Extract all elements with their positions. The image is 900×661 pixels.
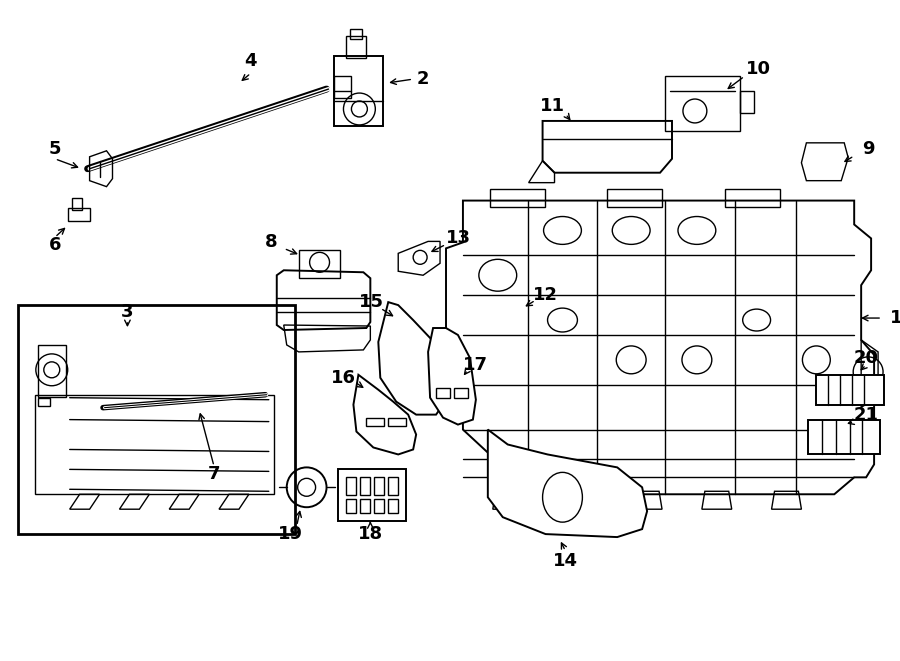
Bar <box>338 469 406 521</box>
Bar <box>374 499 384 513</box>
Text: 16: 16 <box>331 369 356 387</box>
Bar <box>350 29 363 39</box>
Bar <box>334 56 383 126</box>
Text: 17: 17 <box>464 356 489 374</box>
Text: 13: 13 <box>446 229 471 247</box>
Bar <box>816 375 884 405</box>
Text: 15: 15 <box>359 293 383 311</box>
Bar <box>38 345 66 397</box>
Bar <box>360 499 370 513</box>
Text: 1: 1 <box>890 309 900 327</box>
Bar <box>366 418 384 426</box>
Bar <box>360 477 370 495</box>
Bar <box>334 76 351 98</box>
Bar <box>388 477 398 495</box>
Bar <box>665 76 740 131</box>
Text: 20: 20 <box>853 349 878 367</box>
Bar <box>490 188 544 206</box>
Text: 19: 19 <box>278 525 303 543</box>
Bar <box>608 188 662 206</box>
Bar <box>724 188 779 206</box>
Bar <box>18 305 294 534</box>
Bar <box>346 477 356 495</box>
Polygon shape <box>428 328 476 424</box>
Polygon shape <box>354 375 416 455</box>
Bar <box>808 420 880 455</box>
Bar <box>346 499 356 513</box>
Polygon shape <box>446 200 874 494</box>
Bar <box>38 398 50 406</box>
Text: 4: 4 <box>245 52 257 70</box>
Text: 7: 7 <box>208 465 220 483</box>
Text: 21: 21 <box>853 406 878 424</box>
Bar <box>388 418 406 426</box>
Text: 5: 5 <box>49 140 61 158</box>
Text: 2: 2 <box>417 70 429 88</box>
Text: 12: 12 <box>533 286 558 304</box>
Bar <box>72 198 82 210</box>
Polygon shape <box>378 302 443 414</box>
Bar <box>454 388 468 398</box>
Text: 11: 11 <box>540 97 565 115</box>
Bar <box>68 208 90 221</box>
Bar <box>35 395 274 494</box>
Text: 3: 3 <box>122 303 134 321</box>
Bar <box>388 499 398 513</box>
Bar <box>740 91 753 113</box>
Bar <box>299 251 340 278</box>
Text: 14: 14 <box>553 552 578 570</box>
Text: 8: 8 <box>265 233 277 251</box>
Text: 10: 10 <box>746 60 771 78</box>
Text: 18: 18 <box>358 525 382 543</box>
Bar <box>436 388 450 398</box>
Text: 6: 6 <box>49 237 61 254</box>
Text: 9: 9 <box>862 140 875 158</box>
Bar <box>374 477 384 495</box>
Bar <box>346 36 366 58</box>
Polygon shape <box>488 430 647 537</box>
